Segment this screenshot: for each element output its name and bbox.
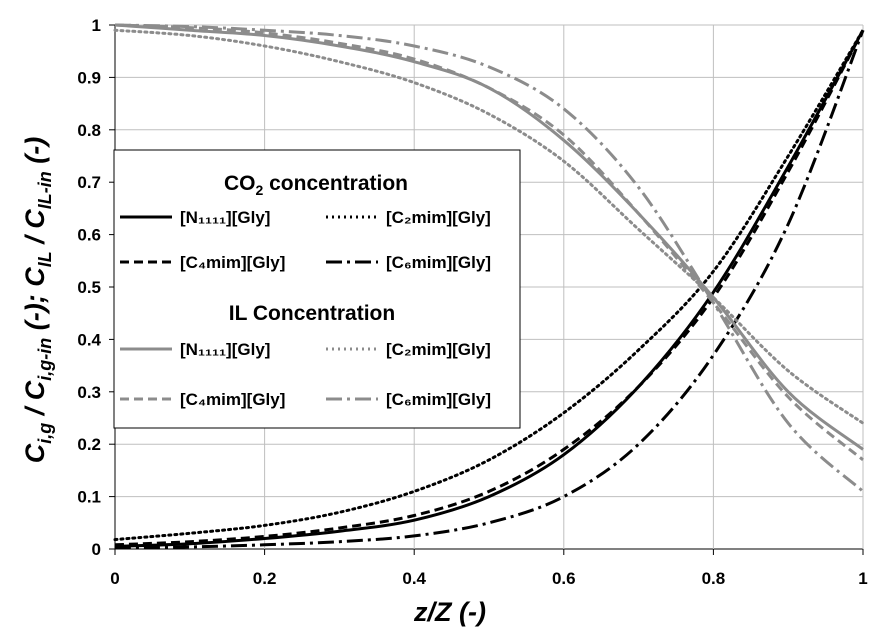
legend-label-co2-c-mim-gly: [C₆mim][Gly] [386, 253, 491, 272]
series-line-co2-solid [114, 29, 865, 548]
series-line-il-dashdot [114, 23, 865, 493]
y-tick-label: 0.5 [77, 278, 101, 297]
series-line-il-dot [113, 28, 865, 425]
x-tick-label: 0.4 [402, 569, 426, 588]
x-tick-label: 1 [858, 569, 867, 588]
x-tick-label: 0 [110, 569, 119, 588]
y-tick-label: 0.9 [77, 68, 101, 87]
x-tick-label: 0.8 [702, 569, 726, 588]
legend-heading-co2: CO2 concentration [224, 172, 408, 198]
y-tick-label: 0 [92, 540, 101, 559]
legend: CO2 concentration IL Concentration [N₁₁₁… [113, 149, 521, 429]
y-tick-label: 0.2 [77, 435, 101, 454]
legend-label-co2-n-gly: [N₁₁₁₁][Gly] [180, 208, 270, 227]
legend-label-co2-c-mim-gly: [C₄mim][Gly] [180, 253, 285, 272]
y-tick-label: 0.8 [77, 121, 101, 140]
legend-label-il-c-mim-gly: [C₄mim][Gly] [180, 390, 285, 409]
legend-heading-il: IL Concentration [229, 302, 395, 325]
tick-labels: 0 0.2 0.4 0.6 0.8 1 0 0.1 0.2 0.3 0.4 0.5 0.6 0.7 0.8 0… [77, 16, 867, 588]
series-line-co2-dashdot [114, 29, 865, 550]
legend-box [113, 149, 521, 429]
y-tick-label: 0.6 [77, 226, 101, 245]
y-tick-label: 0.7 [77, 173, 101, 192]
series-line-il-dash [114, 23, 864, 462]
y-tick-label: 0.1 [77, 488, 101, 507]
series-lines [113, 23, 865, 550]
x-axis-title: z/Z (-) [413, 597, 486, 627]
series-line-co2-dot [113, 28, 865, 542]
y-axis-title: Ci,g / Ci,g-in (-); CIL / CIL-in (-) [20, 137, 55, 463]
legend-label-il-c-mim-gly: [C₂mim][Gly] [386, 340, 491, 359]
y-tick-label: 1 [92, 16, 101, 35]
legend-label-il-n-gly: [N₁₁₁₁][Gly] [180, 340, 270, 359]
series-line-co2-dash [114, 29, 865, 547]
legend-label-co2-c-mim-gly: [C₂mim][Gly] [386, 208, 491, 227]
y-tick-label: 0.3 [77, 383, 101, 402]
y-tick-label: 0.4 [77, 330, 101, 349]
x-tick-label: 0.6 [552, 569, 576, 588]
x-tick-label: 0.2 [253, 569, 277, 588]
legend-label-il-c-mim-gly: [C₆mim][Gly] [386, 390, 491, 409]
